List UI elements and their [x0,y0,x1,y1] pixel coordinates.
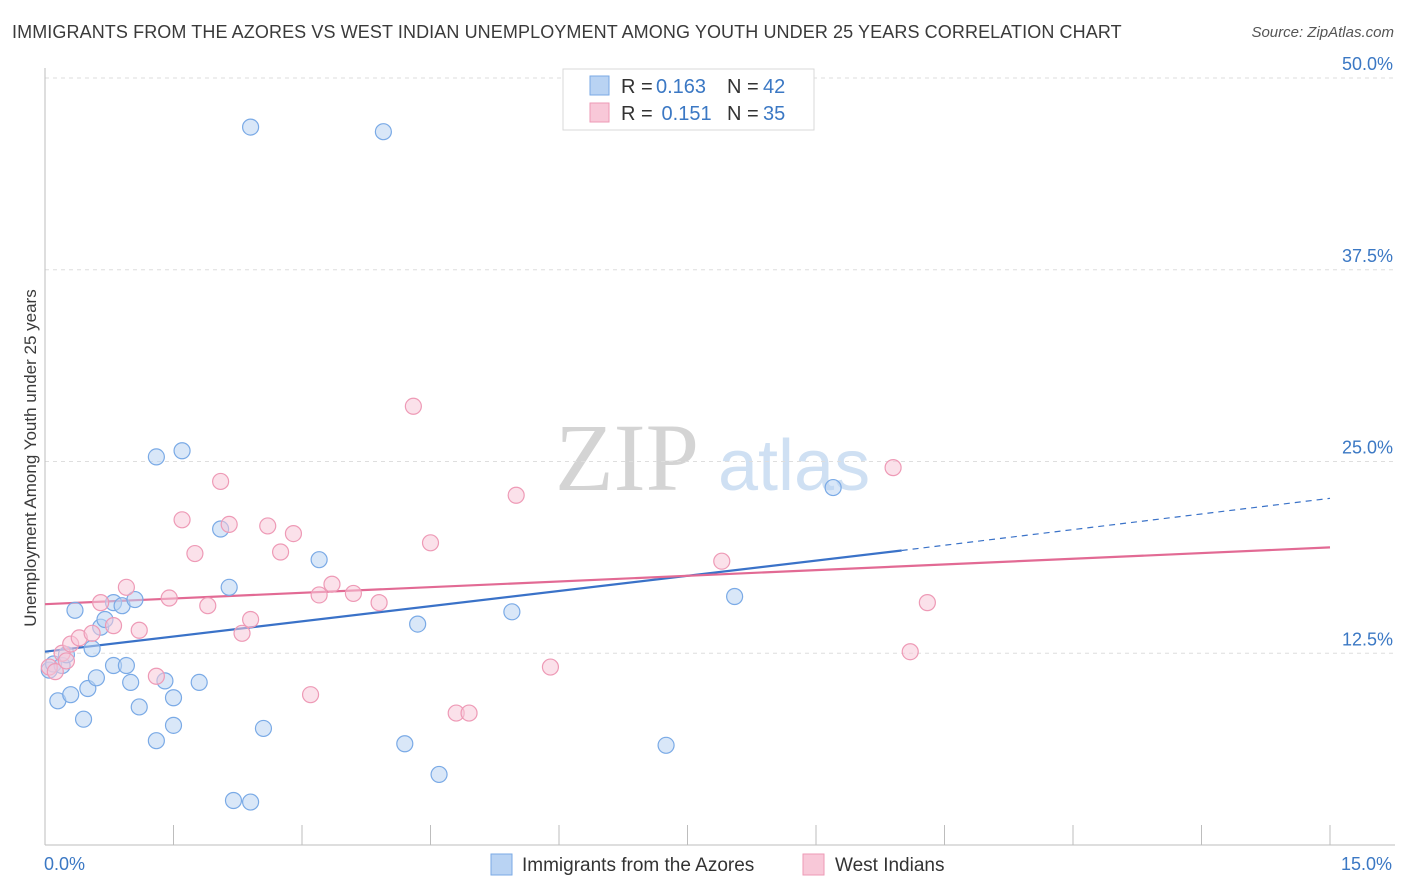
data-point-azores [374,123,392,141]
data-point-west-indians [173,511,191,529]
series-legend: Immigrants from the Azores West Indians [490,853,944,876]
data-point-azores [164,716,183,734]
data-point-azores [130,698,148,716]
data-point-west-indians [130,621,148,639]
data-point-west-indians [884,459,902,477]
data-point-azores [430,765,448,784]
data-point-west-indians [918,594,936,612]
data-point-west-indians [92,594,110,612]
data-point-west-indians [310,586,328,604]
legend-swatch-azores [589,75,610,96]
data-point-azores [224,791,243,810]
legend-r-value-west-indians: 0.151 [656,103,712,125]
data-point-azores [66,601,84,619]
x-tick-label-max: 15.0% [1341,854,1392,874]
watermark-zip: ZIP [555,404,699,511]
data-point-azores [503,603,521,621]
data-point-west-indians [713,552,731,570]
trend-line [44,549,902,653]
data-point-azores [824,478,842,497]
chart-title: IMMIGRANTS FROM THE AZORES VS WEST INDIA… [12,22,1122,42]
data-point-west-indians [421,534,440,552]
y-tick-labels: 12.5% 25.0% 37.5% 50.0% [1342,54,1393,649]
y-tick-label: 50.0% [1342,54,1393,74]
data-point-west-indians [83,624,101,642]
data-point-west-indians [323,575,341,593]
trend-line-extension [901,497,1331,552]
data-point-west-indians [901,643,919,661]
data-point-west-indians [301,686,320,704]
data-point-west-indians [199,597,217,615]
data-point-west-indians [46,663,64,681]
chart-source: Source: ZipAtlas.com [1251,24,1394,41]
data-point-west-indians [57,652,76,670]
data-point-azores [310,551,328,569]
legend-r-value-azores: 0.163 [656,76,706,98]
legend-n-value-azores: 42 [763,76,785,98]
data-points [40,118,936,811]
data-point-azores [83,640,101,658]
data-point-west-indians [460,704,478,722]
data-point-west-indians [160,589,178,607]
data-point-west-indians [212,472,230,491]
legend-n-label-azores: N = [727,76,759,98]
legend-r-label-azores: R = [621,76,653,98]
data-point-west-indians [271,543,290,561]
data-point-azores [242,793,260,811]
data-point-azores [126,590,144,609]
trend-line [44,546,1331,606]
legend-n-value-west-indians: 35 [763,103,785,125]
data-point-azores [396,735,414,753]
data-point-west-indians [147,667,165,685]
x-tick-label-min: 0.0% [44,854,85,874]
data-point-azores [87,669,106,687]
data-point-azores [190,673,208,691]
data-point-azores [173,442,191,460]
bottom-legend-swatch-azores [490,853,513,876]
data-point-azores [147,732,165,750]
data-point-azores [409,615,427,633]
data-point-azores [242,118,260,136]
data-point-west-indians [242,610,260,629]
data-point-west-indians [220,515,238,533]
axes [44,68,1395,846]
bottom-legend-label-west-indians: West Indians [835,855,944,876]
bottom-legend-swatch-west-indians [802,853,825,876]
data-point-west-indians [259,517,277,535]
stats-legend: R = 0.163 N = 42 R = 0.151 N = 35 [562,68,815,131]
data-point-west-indians [233,624,251,642]
data-point-azores [62,686,80,704]
data-point-west-indians [186,544,204,563]
data-point-azores [657,736,675,754]
data-point-west-indians [507,486,525,504]
y-tick-label: 37.5% [1342,246,1393,266]
y-tick-label: 25.0% [1342,438,1393,458]
data-point-azores [147,448,165,466]
trend-lines [44,497,1331,653]
data-point-west-indians [104,617,123,635]
data-point-west-indians [284,524,303,543]
legend-n-label-west-indians: N = [727,103,759,125]
legend-r-label-west-indians: R = [621,103,653,125]
data-point-azores [122,673,140,691]
watermark-atlas: atlas [718,426,870,506]
y-tick-label: 12.5% [1342,629,1393,649]
data-point-azores [74,710,93,728]
data-point-azores [254,719,273,738]
y-axis-label: Unemployment Among Youth under 25 years [21,289,40,626]
data-point-west-indians [117,578,135,596]
data-point-west-indians [404,397,422,415]
data-point-west-indians [370,594,388,612]
data-point-west-indians [541,658,560,676]
legend-swatch-west-indians [589,102,610,123]
data-point-azores [726,587,744,606]
data-point-azores [117,656,135,675]
data-point-azores [164,689,183,707]
data-point-azores [220,578,238,596]
data-point-west-indians [344,584,362,603]
bottom-legend-label-azores: Immigrants from the Azores [522,855,754,876]
